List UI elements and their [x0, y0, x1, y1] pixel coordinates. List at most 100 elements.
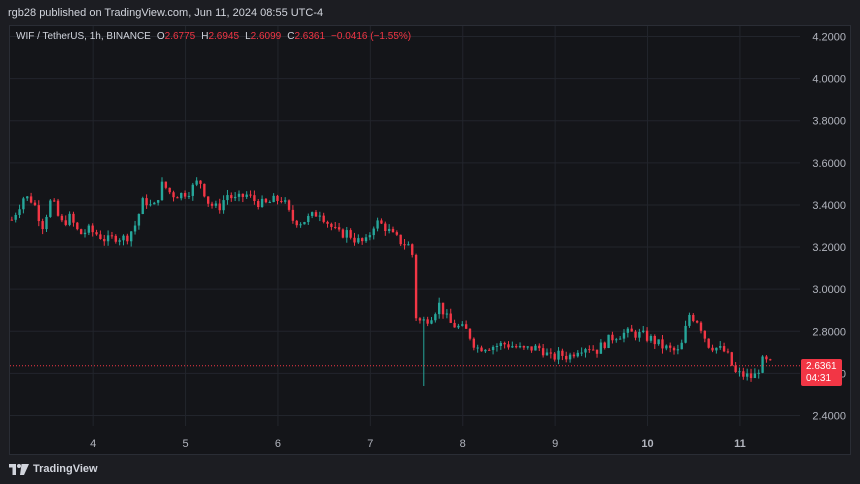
candle-body	[272, 195, 275, 203]
candle-body	[449, 313, 452, 323]
candle-body	[172, 192, 175, 198]
close-value: 2.6361	[294, 31, 326, 42]
change-value: −0.0416 (−1.55%)	[331, 31, 412, 42]
candle-body	[553, 353, 556, 360]
candle-body	[680, 342, 683, 350]
candle-body	[337, 227, 341, 230]
price-axis[interactable]: 2.40002.60002.80003.00003.20003.40003.60…	[812, 32, 846, 423]
chart-panel[interactable]: 2.40002.60002.80003.00003.20003.40003.60…	[9, 25, 851, 455]
candle-body	[276, 195, 279, 201]
candle-body	[218, 203, 221, 211]
candle-body	[576, 352, 579, 357]
candle-body	[360, 238, 364, 242]
candle-body	[661, 339, 664, 349]
candle-body	[191, 184, 194, 196]
candle-body	[491, 346, 495, 351]
candle-body	[437, 302, 441, 315]
candle-body	[730, 352, 733, 366]
candle-body	[160, 181, 164, 201]
candle-body	[642, 330, 645, 332]
candle-body	[461, 324, 464, 326]
candle-body	[245, 194, 248, 197]
publish-header: rgb28 published on TradingView.com, Jun …	[8, 7, 324, 19]
candle-body	[507, 344, 510, 348]
candle-body	[353, 237, 356, 243]
candle-body	[330, 223, 333, 227]
y-tick-label: 2.4000	[812, 410, 846, 422]
candle-body	[526, 346, 529, 348]
candle-body	[345, 230, 348, 238]
candle-body	[407, 244, 410, 246]
candle-body	[372, 228, 375, 236]
candle-body	[634, 331, 637, 338]
candle-body	[368, 235, 372, 238]
candle-body	[711, 347, 714, 351]
candle-body	[14, 214, 17, 220]
candle-body	[534, 345, 537, 351]
candle-body	[326, 221, 329, 224]
candlestick-chart[interactable]: 2.40002.60002.80003.00003.20003.40003.60…	[10, 26, 852, 456]
footer-brand[interactable]: TradingView	[9, 462, 98, 476]
candle-body	[549, 352, 553, 354]
candle-body	[268, 202, 271, 204]
candle-body	[403, 244, 406, 246]
candle-body	[476, 347, 479, 349]
candle-body	[557, 350, 560, 360]
candle-body	[457, 325, 460, 328]
candle-body	[738, 371, 741, 373]
candle-body	[133, 225, 137, 232]
candle-body	[307, 215, 310, 223]
candle-body	[692, 314, 695, 321]
candle-body	[618, 338, 622, 340]
tradingview-logo-icon	[9, 463, 29, 475]
candle-body	[611, 334, 614, 341]
candle-body	[56, 200, 60, 216]
candle-body	[41, 221, 44, 230]
candle-body	[684, 325, 687, 343]
y-tick-label: 4.2000	[812, 32, 846, 44]
candle-body	[357, 238, 360, 243]
candle-body	[257, 201, 260, 207]
candle-body	[453, 322, 456, 328]
candle-body	[60, 215, 64, 221]
candle-body	[76, 222, 79, 230]
candle-body	[480, 347, 483, 352]
candle-body	[499, 342, 502, 346]
candle-body	[299, 224, 302, 226]
candle-body	[380, 220, 383, 224]
candle-body	[118, 240, 121, 242]
candle-body	[591, 349, 595, 351]
candle-body	[580, 352, 583, 354]
candle-body	[53, 200, 56, 202]
candle-body	[668, 345, 672, 348]
candle-body	[599, 342, 603, 354]
symbol-label[interactable]: WIF / TetherUS, 1h, BINANCE	[16, 31, 151, 42]
close-label: C	[287, 31, 295, 42]
candle-body	[226, 195, 229, 201]
candle-body	[688, 314, 691, 326]
time-axis[interactable]: 4 5 6 7 8 9 10 11	[90, 438, 746, 450]
candle-body	[95, 232, 98, 235]
candle-body	[26, 196, 29, 199]
candle-body	[22, 198, 25, 210]
candle-body	[568, 354, 572, 360]
candle-body	[141, 198, 144, 215]
candle-body	[83, 232, 87, 235]
grid-lines	[10, 26, 800, 426]
candle-body	[114, 235, 117, 242]
candle-body	[230, 195, 233, 199]
y-tick-label: 3.0000	[812, 284, 846, 296]
candle-body	[45, 216, 48, 230]
candle-body	[176, 197, 179, 199]
x-tick-label: 8	[460, 438, 466, 450]
candle-body	[530, 346, 533, 351]
candle-body	[287, 200, 291, 210]
candle-body	[283, 200, 287, 202]
candle-body	[314, 212, 318, 217]
last-price-tag: 2.6361 04:31	[801, 358, 842, 386]
candle-body	[765, 356, 768, 360]
candle-body	[156, 200, 160, 203]
candle-body	[638, 331, 641, 338]
candle-body	[657, 339, 660, 345]
candle-body	[468, 328, 472, 339]
